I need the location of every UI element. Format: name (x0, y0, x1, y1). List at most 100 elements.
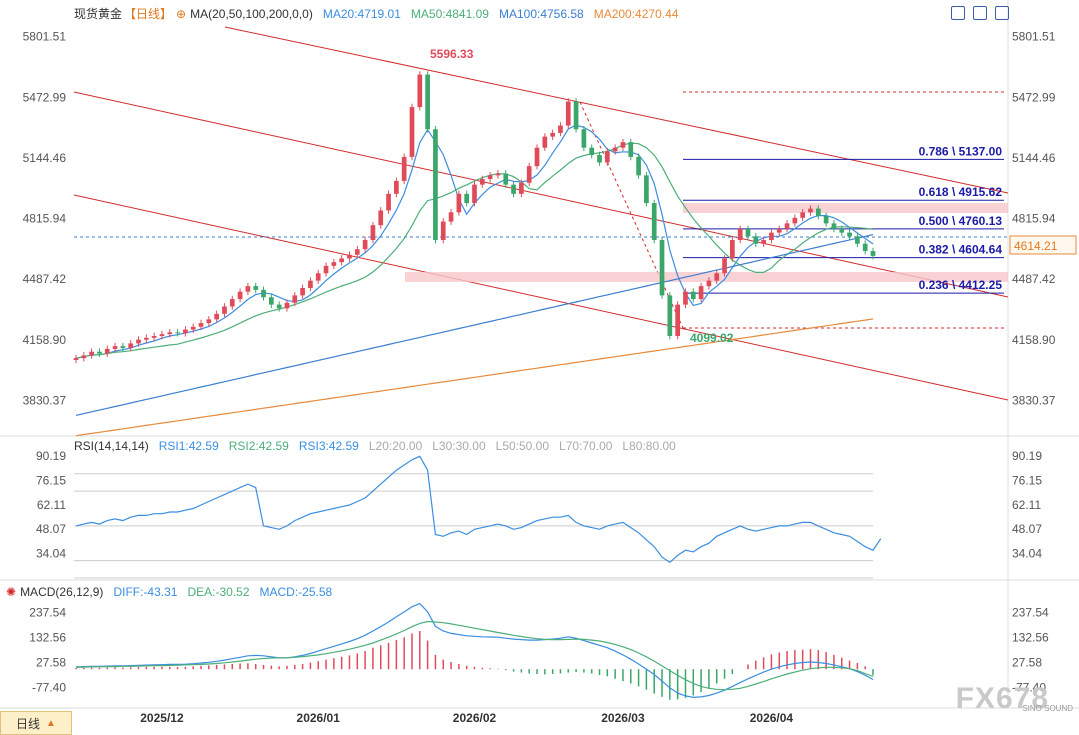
candle-body (198, 323, 204, 327)
candle-body (222, 306, 227, 314)
rsi-lines: 90.19 90.19 76.15 76.15 62.11 62.11 48.07 48.07… (36, 449, 1042, 579)
rsi-tick-left: 34.04 (36, 547, 66, 561)
macd-title: MACD(26,12,9) (20, 585, 104, 599)
fullscreen-icon[interactable] (995, 6, 1009, 20)
candle-body (167, 332, 173, 335)
rsi-tick-left: 90.19 (36, 449, 66, 463)
candle-body (214, 313, 219, 320)
x-axis-label: 2026/02 (453, 711, 497, 725)
candle-body (604, 151, 610, 163)
candle-body (433, 129, 438, 240)
ma-label: MA(20,50,100,200,0,0) (190, 7, 313, 21)
rsi-tick-right: 34.04 (1012, 547, 1042, 561)
period-label[interactable]: 【日线】 (124, 7, 173, 21)
candle-body (104, 348, 110, 354)
candle-body (347, 254, 352, 259)
candle-body (769, 232, 774, 240)
candle-body (862, 243, 868, 252)
candle-body (839, 228, 845, 233)
channel-line (73, 91, 1009, 298)
candle-body (761, 240, 766, 244)
candle-body (776, 228, 782, 233)
candle-body (737, 228, 743, 240)
candle-body (683, 291, 688, 305)
candle-body (151, 336, 157, 338)
candlesticks (73, 71, 876, 364)
candle-body (831, 223, 837, 229)
candle-body (855, 236, 860, 244)
rsi-tick-left: 48.07 (36, 522, 66, 536)
macd-tick-left: -77.40 (32, 681, 66, 695)
main-legend: 现货黄金 【日线】 ⊕ MA(20,50,100,200,0,0) MA20:4719.… (74, 5, 688, 22)
macd-tick-right: 237.54 (1012, 606, 1049, 620)
period-tab-label: 日线 (16, 716, 41, 731)
candle-body (73, 358, 79, 360)
macd-tick-right: 132.56 (1012, 631, 1049, 645)
settings-icon[interactable]: ⊕ (176, 7, 187, 21)
candle-body (620, 142, 626, 148)
period-tab[interactable]: 日线 ▲ (0, 711, 72, 735)
macd-settings-icon[interactable]: ✺ (6, 585, 17, 599)
candle-body (597, 155, 602, 163)
macd-tick-left: 237.54 (29, 606, 66, 620)
candle-body (542, 136, 548, 148)
candle-body (323, 265, 329, 274)
candle-body (409, 107, 415, 157)
candle-body (331, 262, 337, 266)
candle-body (511, 184, 516, 194)
rsi-line (75, 455, 882, 564)
candle-body (784, 223, 790, 229)
candle-body (401, 156, 407, 181)
candle-body (300, 288, 305, 296)
fib-label: 0.618 \ 4915.62 (919, 185, 1003, 199)
candle-body (261, 289, 266, 298)
candle-body (440, 221, 446, 240)
watermark: FX678 (955, 682, 1049, 715)
candle-body (136, 339, 141, 344)
ma100-value: MA100:4756.58 (498, 7, 584, 21)
price-tick-left: 5801.51 (23, 30, 67, 44)
candle-body (245, 286, 251, 292)
price-tick-right: 5144.46 (1012, 151, 1056, 165)
candle-body (284, 302, 290, 309)
candle-body (628, 142, 634, 157)
candle-body (183, 329, 188, 334)
rsi-tick-right: 48.07 (1012, 522, 1042, 536)
candle-body (558, 125, 563, 133)
price-tick-left: 3830.37 (23, 394, 67, 408)
candle-body (143, 337, 149, 340)
candle-body (636, 156, 641, 176)
ma50-line (75, 142, 874, 359)
candle-body (175, 332, 180, 334)
candle-body (722, 258, 727, 274)
candle-body (644, 175, 649, 204)
zoom-in-icon[interactable] (951, 6, 965, 20)
candle-body (612, 147, 618, 152)
candle-body (550, 132, 555, 137)
candle-body (112, 346, 118, 349)
fib-label: 0.500 \ 4760.13 (919, 214, 1003, 228)
candle-body (573, 101, 579, 130)
macd-tick-left: 132.56 (29, 631, 66, 645)
candle-body (425, 74, 430, 130)
candle-body (394, 180, 399, 194)
projection-line (579, 101, 684, 329)
candle-body (815, 208, 821, 216)
resistance-zone (683, 203, 1008, 213)
candle-body (206, 319, 212, 324)
x-axis-label: 2025/12 (140, 711, 184, 725)
channel-line (224, 26, 1009, 194)
candle-body (847, 232, 852, 237)
candle-body (120, 346, 126, 348)
candle-body (589, 147, 595, 156)
candle-body (519, 182, 524, 194)
price-tick-right: 4487.42 (1012, 272, 1056, 286)
grid-lines (0, 0, 1079, 709)
price-tick-right: 4158.90 (1012, 333, 1056, 347)
candle-body (128, 343, 134, 348)
candle-body (268, 297, 274, 305)
annotations: 5596.33 4099.02 4614.21 (430, 47, 1077, 345)
price-tick-right: 5801.51 (1012, 30, 1056, 44)
zoom-out-icon[interactable] (973, 6, 987, 20)
